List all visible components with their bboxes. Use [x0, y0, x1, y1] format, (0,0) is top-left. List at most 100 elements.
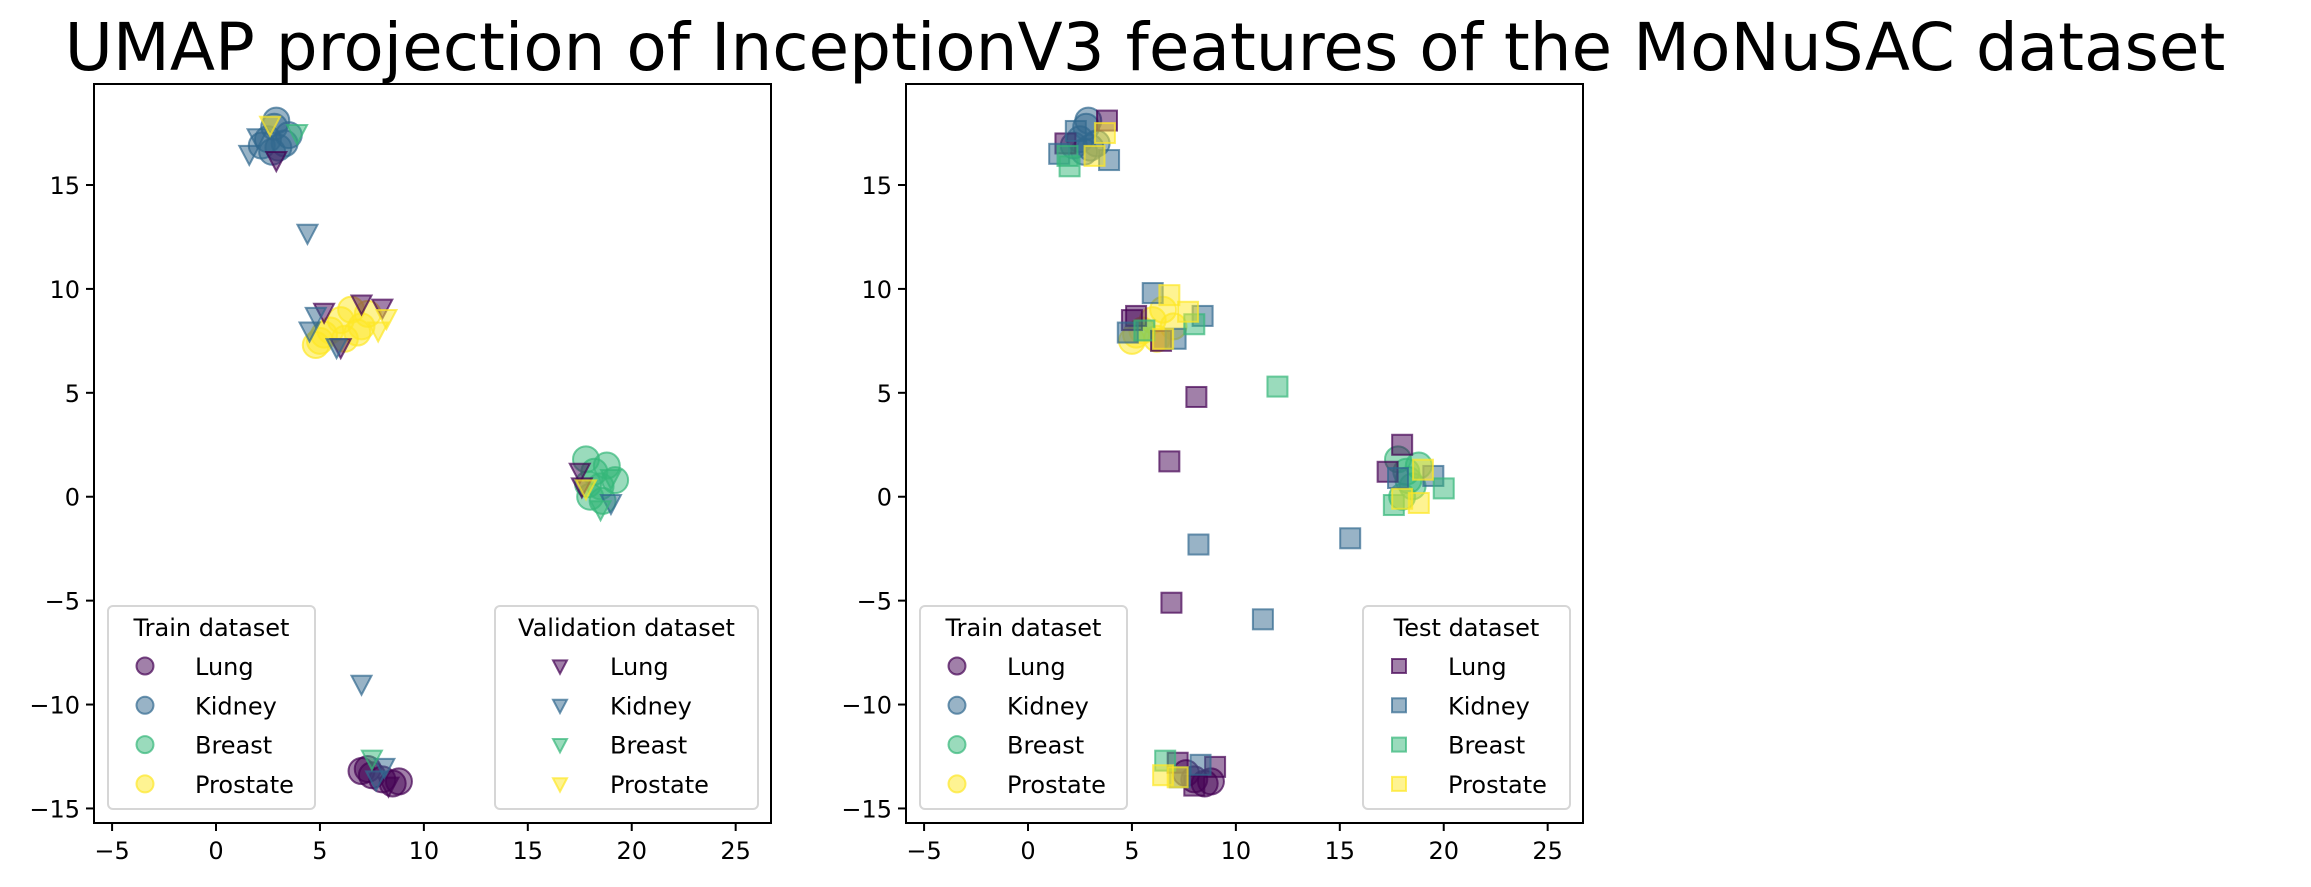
y-tick-label: −5	[857, 588, 892, 616]
data-point-test-kidney	[1189, 753, 1212, 776]
data-point-validation-kidney	[364, 770, 388, 793]
data-point-validation-prostate	[374, 309, 399, 332]
x-tick-label: 0	[208, 837, 223, 865]
legend-label-lung: Lung	[195, 653, 254, 681]
legend-label-breast: Breast	[195, 732, 272, 760]
data-point-test-prostate	[1166, 766, 1189, 789]
legend-title: Train dataset	[133, 614, 290, 642]
legend-marker-prostate-circle-icon	[947, 774, 967, 794]
data-point-test-prostate	[1093, 122, 1116, 145]
data-point-validation-lung	[376, 776, 401, 799]
data-point-validation-breast	[285, 124, 309, 147]
legend-marker-kidney-circle-icon	[135, 695, 155, 715]
x-tick-label: 15	[1325, 837, 1356, 865]
data-point-test-prostate	[1411, 458, 1434, 481]
legend-test-dataset: Test dataset Lung Kidney Breast Prostate	[1362, 605, 1571, 810]
legend-marker-breast-circle-icon	[947, 735, 967, 755]
legend-marker-lung-circle-icon	[135, 656, 155, 676]
legend-train-dataset: Train dataset Lung Kidney Breast Prostate	[919, 605, 1128, 810]
data-point-validation-kidney	[349, 674, 374, 697]
y-tick-label: −15	[841, 795, 892, 823]
legend-marker-prostate-square-icon	[1391, 775, 1407, 792]
data-point-validation-kidney	[237, 144, 261, 167]
legend-label-lung: Lung	[1007, 653, 1066, 681]
data-point-test-prostate	[1083, 144, 1106, 167]
data-point-validation-kidney	[372, 757, 397, 781]
x-tick-label: −5	[906, 837, 941, 865]
data-point-validation-lung	[349, 294, 374, 317]
x-tick-label: 5	[312, 837, 327, 865]
data-point-test-breast	[1432, 477, 1455, 500]
legend-label-kidney: Kidney	[610, 692, 692, 720]
data-point-test-lung	[1185, 385, 1208, 408]
data-point-test-prostate	[1158, 284, 1181, 307]
x-tick-label: 25	[1532, 837, 1563, 865]
y-tick-label: 15	[49, 172, 80, 200]
x-tick-label: 15	[513, 837, 544, 865]
legend-title: Train dataset	[945, 614, 1102, 642]
legend-box	[494, 605, 759, 810]
legend-label-breast: Breast	[1448, 732, 1525, 760]
y-tick-label: −10	[29, 692, 80, 720]
x-tick-label: 0	[1020, 837, 1035, 865]
figure-title: UMAP projection of InceptionV3 features …	[65, 9, 2226, 86]
y-tick-label: −5	[45, 588, 80, 616]
x-tick-label: 25	[720, 837, 751, 865]
y-tick-label: 10	[861, 276, 892, 304]
x-tick-label: 10	[1221, 837, 1252, 865]
data-point-test-kidney	[1387, 467, 1410, 490]
legend-marker-lung-square-icon	[1391, 658, 1407, 674]
legend-validation-dataset: Validation dataset Lung Kidney Breast Prosta…	[494, 605, 759, 810]
legend-box	[1362, 605, 1571, 810]
right-scatter-panel: −5 0 5 10 15 20 25 −15 −10 −5 0 5 10 15 Train dataset L…	[841, 83, 1584, 865]
legend-marker-kidney-square-icon	[1391, 697, 1407, 714]
data-point-validation-kidney	[324, 338, 349, 361]
left-scatter-panel: −5 0 5 10 15 20 25 −15 −10 −5 0 5 10 15 Train dataset L…	[29, 83, 772, 865]
y-tick-label: 10	[49, 276, 80, 304]
data-point-test-breast	[1133, 319, 1156, 342]
legend-label-kidney: Kidney	[1448, 692, 1530, 720]
legend-label-kidney: Kidney	[1007, 692, 1089, 720]
y-tick-label: −15	[29, 795, 80, 823]
y-tick-label: 5	[65, 380, 80, 408]
legend-label-breast: Breast	[1007, 732, 1084, 760]
axes-frame	[93, 83, 772, 824]
data-point-validation-kidney	[295, 223, 320, 246]
y-tick-label: 0	[877, 484, 892, 512]
legend-label-prostate: Prostate	[610, 771, 709, 799]
legend-label-prostate: Prostate	[195, 771, 294, 799]
legend-label-prostate: Prostate	[1448, 771, 1547, 799]
legend-marker-kidney-triangle-icon	[551, 698, 569, 716]
legend-marker-prostate-circle-icon	[135, 774, 155, 794]
x-tick-label: 20	[616, 837, 647, 865]
data-point-validation-prostate	[574, 479, 598, 502]
x-tick-label: −5	[94, 837, 129, 865]
data-point-test-breast	[1056, 144, 1079, 167]
y-tick-label: 15	[861, 172, 892, 200]
legend-marker-lung-triangle-icon	[551, 659, 569, 676]
legend-title: Validation dataset	[518, 614, 735, 642]
data-point-test-kidney	[1339, 527, 1362, 550]
legend-marker-kidney-circle-icon	[947, 695, 967, 715]
data-point-test-lung	[1391, 433, 1414, 456]
legend-marker-breast-triangle-icon	[551, 738, 569, 755]
data-point-validation-breast	[360, 749, 384, 772]
data-point-test-breast	[1266, 375, 1289, 398]
axes-frame	[905, 83, 1584, 824]
legend-label-breast: Breast	[610, 732, 687, 760]
scatter-points	[1048, 106, 1455, 798]
data-point-validation-breast	[588, 500, 613, 523]
legend-marker-breast-square-icon	[1391, 736, 1407, 753]
data-point-validation-lung	[568, 462, 592, 485]
y-tick-label: 5	[877, 380, 892, 408]
legend-box	[919, 605, 1128, 810]
data-point-validation-kidney	[297, 321, 322, 344]
legend-label-lung: Lung	[610, 653, 669, 681]
data-point-validation-kidney	[304, 306, 328, 330]
data-point-test-kidney	[1251, 608, 1274, 631]
data-point-test-kidney	[1064, 119, 1087, 142]
legend-label-kidney: Kidney	[195, 692, 277, 720]
data-point-validation-breast	[599, 469, 623, 492]
data-point-test-prostate	[1391, 487, 1414, 510]
